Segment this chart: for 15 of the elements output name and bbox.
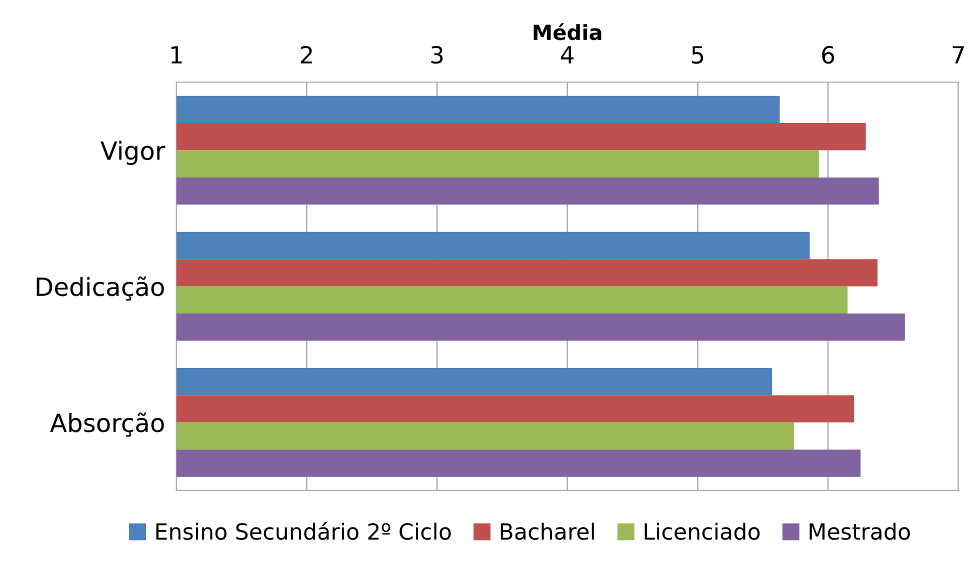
x-tick-label: 7 <box>952 46 964 64</box>
legend-label: Ensino Secundário 2º Ciclo <box>156 522 451 540</box>
x-tick-label: 1 <box>171 46 182 64</box>
x-tick-label: 3 <box>431 46 443 64</box>
legend-label: Mestrado <box>810 522 910 540</box>
x-tick-label: 2 <box>300 46 312 64</box>
y-tick-label: Vigor <box>100 140 166 165</box>
x-tick-label: 6 <box>822 46 834 64</box>
x-axis-title: Média <box>534 23 602 40</box>
y-tick-label: Dedicação <box>36 276 164 301</box>
legend-label: Bacharel <box>500 522 594 540</box>
x-tick-label: 4 <box>560 46 574 64</box>
y-tick-label: Absorção <box>50 412 164 437</box>
legend-label: Licenciado <box>644 522 760 540</box>
x-tick-label: 5 <box>692 46 704 64</box>
